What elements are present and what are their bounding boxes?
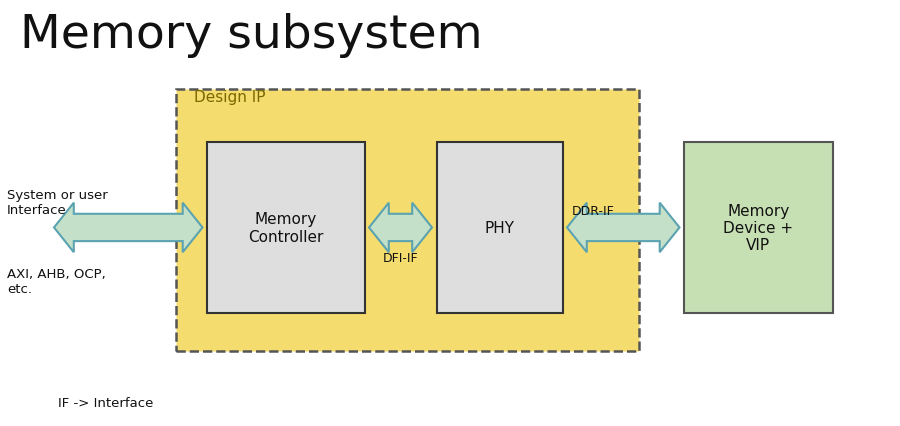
Text: System or user
Interface: System or user Interface [7,188,108,216]
Text: Memory subsystem: Memory subsystem [20,13,482,58]
Text: PHY: PHY [484,220,515,236]
Text: DDR-IF: DDR-IF [572,204,614,217]
Bar [176,89,639,351]
Bar [436,143,562,313]
Text: DFI-IF: DFI-IF [382,251,418,264]
Bar [684,143,832,313]
Text: IF -> Interface: IF -> Interface [58,396,154,409]
Text: Memory
Device +
VIP: Memory Device + VIP [724,203,793,253]
Polygon shape [369,203,432,253]
Polygon shape [54,203,202,253]
Text: Memory
Controller: Memory Controller [248,212,323,244]
Bar [207,143,364,313]
Text: AXI, AHB, OCP,
etc.: AXI, AHB, OCP, etc. [7,267,106,295]
Text: Design IP: Design IP [194,89,265,104]
Polygon shape [567,203,680,253]
